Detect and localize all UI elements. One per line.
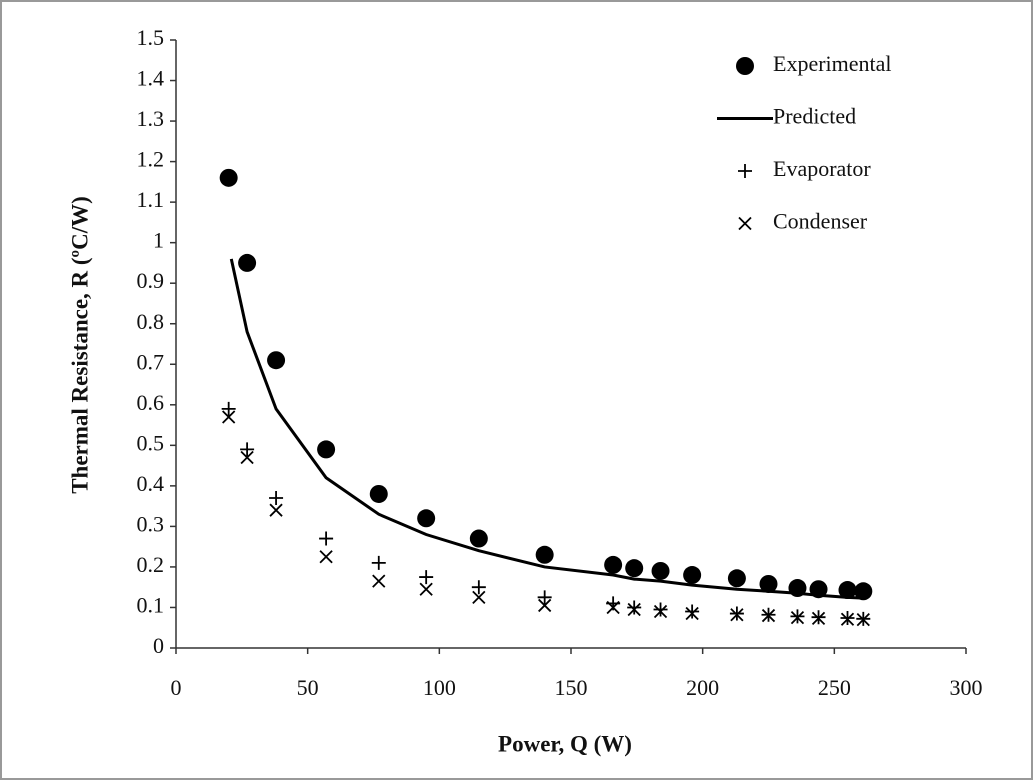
x-tick-label: 50 [297, 675, 319, 700]
y-tick-label: 1.3 [137, 106, 165, 131]
x-tick-label: 100 [423, 675, 456, 700]
y-tick-label: 1.2 [137, 147, 165, 172]
point [269, 491, 284, 506]
point [606, 600, 620, 615]
point [472, 590, 486, 604]
point [683, 566, 702, 585]
point [317, 440, 336, 459]
y-tick-label: 1.1 [137, 187, 165, 212]
x-axis-label: Power, Q (W) [498, 731, 632, 756]
point [627, 602, 641, 617]
point [471, 580, 486, 595]
point [840, 612, 855, 626]
y-tick-label: 0.2 [137, 552, 165, 577]
point [685, 606, 699, 621]
y-tick-label: 1 [153, 228, 164, 253]
y-tick-label: 0.6 [137, 390, 165, 415]
point [269, 503, 283, 517]
y-tick-label: 0.5 [137, 430, 165, 455]
point [371, 555, 386, 570]
point [319, 550, 333, 564]
point [369, 484, 388, 503]
point [651, 561, 670, 580]
point [625, 559, 644, 578]
line [229, 258, 864, 600]
legend-label: Experimental [773, 51, 892, 76]
legend-swatch [738, 216, 752, 231]
legend-label: Evaporator [773, 156, 871, 181]
point [761, 608, 776, 623]
point [759, 574, 778, 593]
point [238, 253, 257, 272]
y-tick-label: 0.7 [137, 349, 165, 374]
y-tick-label: 0.3 [137, 511, 165, 536]
point [222, 410, 236, 424]
y-axis-label: Thermal Resistance, R (ºC/W) [67, 196, 92, 494]
point [854, 582, 873, 601]
x-tick-label: 300 [950, 675, 983, 700]
legend-label: Condenser [773, 209, 868, 234]
point [372, 574, 386, 588]
point [319, 531, 334, 546]
legend-swatch [738, 164, 752, 178]
point [267, 351, 286, 370]
point [685, 604, 700, 619]
y-tick-label: 0 [153, 633, 164, 658]
point [653, 602, 668, 617]
point [537, 590, 552, 605]
x-tick-label: 150 [555, 675, 588, 700]
point [838, 581, 857, 600]
x-tick-label: 250 [818, 675, 851, 700]
y-tick-label: 0.8 [137, 309, 165, 334]
y-tick-label: 0.4 [137, 471, 165, 496]
legend-label: Predicted [773, 104, 856, 129]
point [535, 545, 554, 564]
legend-swatch [736, 57, 754, 75]
point [627, 600, 642, 615]
point [219, 168, 238, 187]
point [604, 555, 623, 574]
point [856, 612, 870, 627]
y-tick-label: 1.5 [137, 25, 165, 50]
y-tick-label: 1.4 [137, 66, 165, 91]
point [240, 450, 254, 465]
y-tick-label: 0.1 [137, 593, 165, 618]
point [469, 529, 488, 548]
point [221, 401, 236, 416]
point [419, 570, 434, 585]
point [730, 608, 744, 622]
point [811, 611, 826, 626]
point [419, 582, 433, 596]
point [727, 569, 746, 588]
point [240, 442, 255, 457]
point [538, 598, 552, 613]
y-tick-label: 0.9 [137, 268, 165, 293]
point [653, 604, 668, 619]
x-tick-label: 200 [686, 675, 719, 700]
point [417, 509, 436, 528]
x-tick-label: 0 [171, 675, 182, 700]
point [790, 610, 805, 625]
